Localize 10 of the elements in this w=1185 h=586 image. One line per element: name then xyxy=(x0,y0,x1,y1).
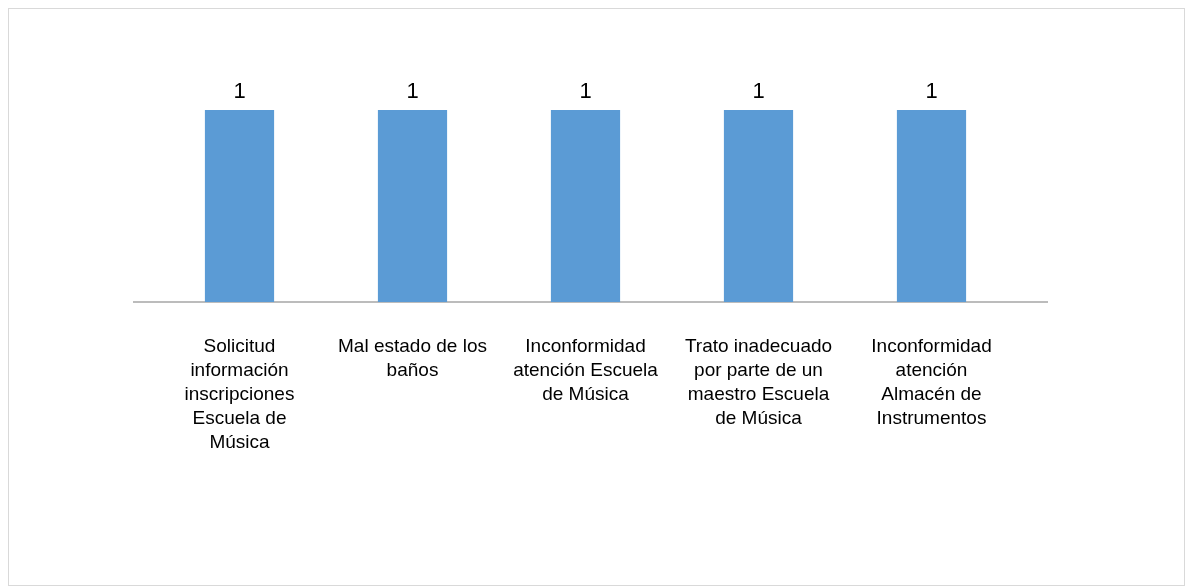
data-label: 1 xyxy=(406,78,419,103)
data-label: 1 xyxy=(233,78,246,103)
data-label: 1 xyxy=(752,78,765,103)
x-tick-label: Inconformidad atención Escuela de Música xyxy=(513,335,659,404)
data-label: 1 xyxy=(925,78,938,103)
data-label: 1 xyxy=(579,78,592,103)
x-tick-label: Inconformidad atención Almacén de Instrumentos xyxy=(871,335,992,428)
x-tick-label: Solicitud información inscripciones Escuela de Música xyxy=(184,335,295,452)
x-tick-label: Trato inadecuado por parte de un maestro Escuela de Música xyxy=(684,335,833,428)
x-tick-label: Mal estado de los baños xyxy=(338,335,487,380)
